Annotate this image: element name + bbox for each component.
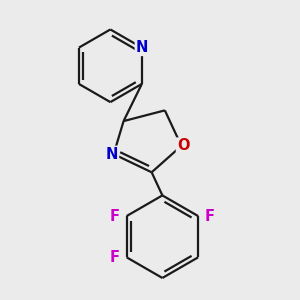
Text: F: F <box>110 208 120 224</box>
Text: F: F <box>205 208 215 224</box>
Text: N: N <box>106 147 118 162</box>
Text: O: O <box>177 138 189 153</box>
Text: N: N <box>136 40 148 55</box>
Text: F: F <box>110 250 120 265</box>
